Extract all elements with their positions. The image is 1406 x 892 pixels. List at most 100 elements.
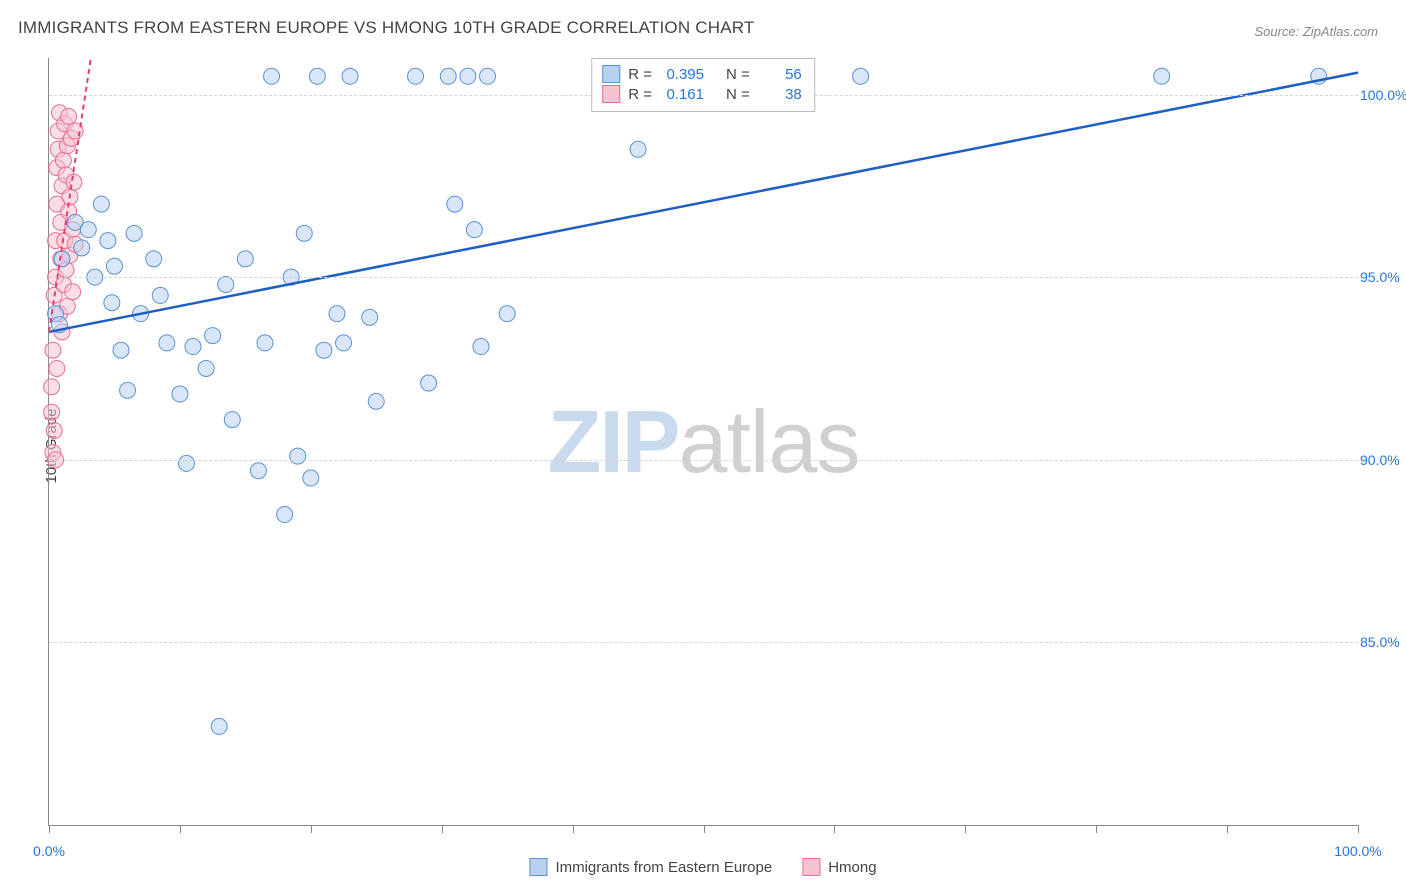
- data-point: [80, 222, 96, 238]
- legend-swatch: [602, 65, 620, 83]
- legend-item: Hmong: [802, 858, 876, 876]
- x-tick: [573, 825, 574, 833]
- data-point: [237, 251, 253, 267]
- data-point: [250, 463, 266, 479]
- data-point: [362, 309, 378, 325]
- x-tick: [1096, 825, 1097, 833]
- plot-area: ZIPatlas 85.0%90.0%95.0%100.0%0.0%100.0%: [48, 58, 1358, 826]
- data-point: [218, 276, 234, 292]
- data-point: [1154, 68, 1170, 84]
- data-point: [74, 240, 90, 256]
- data-point: [309, 68, 325, 84]
- data-point: [460, 68, 476, 84]
- chart-title: IMMIGRANTS FROM EASTERN EUROPE VS HMONG …: [18, 18, 755, 38]
- legend-stats: R = 0.395 N = 56 R = 0.161 N = 38: [591, 58, 815, 112]
- x-tick-label: 0.0%: [33, 843, 65, 859]
- x-tick: [834, 825, 835, 833]
- data-point: [198, 360, 214, 376]
- legend-label: Immigrants from Eastern Europe: [555, 859, 772, 876]
- data-point: [466, 222, 482, 238]
- data-point: [440, 68, 456, 84]
- gridline: [49, 642, 1358, 643]
- legend-swatch: [602, 85, 620, 103]
- gridline: [49, 460, 1358, 461]
- data-point: [480, 68, 496, 84]
- legend-item: Immigrants from Eastern Europe: [529, 858, 772, 876]
- r-value: 0.161: [660, 86, 704, 103]
- data-point: [106, 258, 122, 274]
- x-tick: [965, 825, 966, 833]
- data-point: [421, 375, 437, 391]
- data-point: [66, 174, 82, 190]
- data-point: [329, 306, 345, 322]
- data-point: [44, 404, 60, 420]
- data-point: [55, 152, 71, 168]
- legend-swatch: [802, 858, 820, 876]
- data-point: [61, 108, 77, 124]
- legend-stat-row: R = 0.395 N = 56: [602, 65, 802, 83]
- data-point: [113, 342, 129, 358]
- data-point: [277, 507, 293, 523]
- data-point: [54, 251, 70, 267]
- data-point: [126, 225, 142, 241]
- data-point: [264, 68, 280, 84]
- legend-label: Hmong: [828, 859, 876, 876]
- plot-svg: [49, 58, 1358, 825]
- data-point: [303, 470, 319, 486]
- data-point: [853, 68, 869, 84]
- data-point: [65, 284, 81, 300]
- data-point: [159, 335, 175, 351]
- legend-series: Immigrants from Eastern Europe Hmong: [529, 858, 876, 876]
- data-point: [44, 379, 60, 395]
- data-point: [224, 412, 240, 428]
- data-point: [45, 342, 61, 358]
- data-point: [46, 423, 62, 439]
- data-point: [408, 68, 424, 84]
- data-point: [290, 448, 306, 464]
- legend-swatch: [529, 858, 547, 876]
- data-point: [473, 339, 489, 355]
- y-tick-label: 85.0%: [1360, 634, 1406, 650]
- x-tick: [311, 825, 312, 833]
- x-tick: [1358, 825, 1359, 833]
- data-point: [447, 196, 463, 212]
- n-label: N =: [726, 66, 750, 83]
- x-tick: [1227, 825, 1228, 833]
- data-point: [296, 225, 312, 241]
- x-tick-label: 100.0%: [1334, 843, 1381, 859]
- data-point: [630, 141, 646, 157]
- data-point: [205, 328, 221, 344]
- data-point: [178, 455, 194, 471]
- r-label: R =: [628, 66, 652, 83]
- data-point: [152, 287, 168, 303]
- correlation-chart: IMMIGRANTS FROM EASTERN EUROPE VS HMONG …: [0, 0, 1406, 892]
- data-point: [172, 386, 188, 402]
- n-value: 56: [758, 66, 802, 83]
- data-point: [211, 718, 227, 734]
- data-point: [499, 306, 515, 322]
- chart-source: Source: ZipAtlas.com: [1254, 24, 1378, 39]
- x-tick: [442, 825, 443, 833]
- data-point: [316, 342, 332, 358]
- x-tick: [704, 825, 705, 833]
- x-tick: [49, 825, 50, 833]
- data-point: [49, 360, 65, 376]
- n-label: N =: [726, 86, 750, 103]
- data-point: [342, 68, 358, 84]
- r-label: R =: [628, 86, 652, 103]
- n-value: 38: [758, 86, 802, 103]
- data-point: [104, 295, 120, 311]
- gridline: [49, 277, 1358, 278]
- r-value: 0.395: [660, 66, 704, 83]
- y-tick-label: 95.0%: [1360, 269, 1406, 285]
- data-point: [368, 393, 384, 409]
- y-tick-label: 100.0%: [1360, 87, 1406, 103]
- x-tick: [180, 825, 181, 833]
- data-point: [100, 233, 116, 249]
- legend-stat-row: R = 0.161 N = 38: [602, 85, 802, 103]
- data-point: [120, 382, 136, 398]
- data-point: [93, 196, 109, 212]
- data-point: [185, 339, 201, 355]
- y-tick-label: 90.0%: [1360, 452, 1406, 468]
- data-point: [146, 251, 162, 267]
